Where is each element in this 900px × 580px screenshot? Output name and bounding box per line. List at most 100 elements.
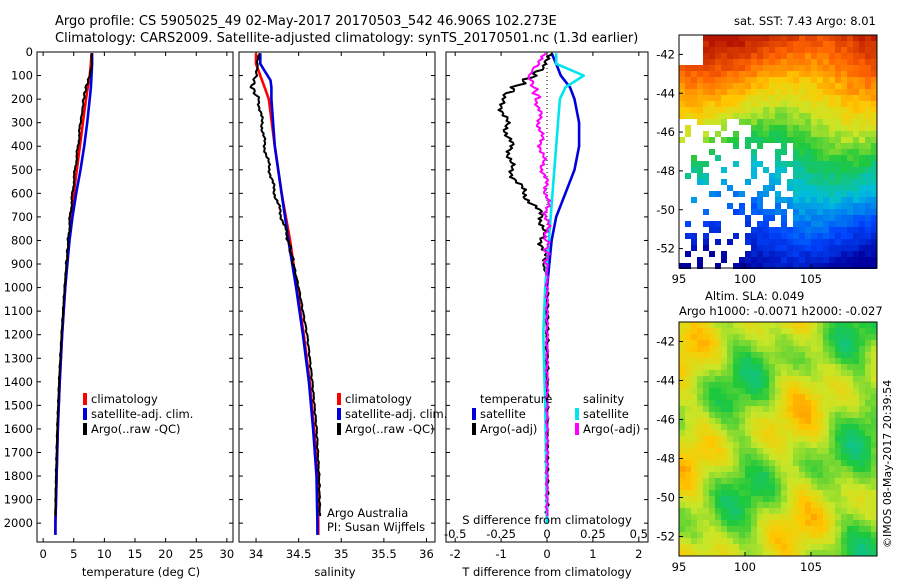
map-cell <box>745 466 751 472</box>
map-cell <box>781 358 787 364</box>
map-cell <box>715 370 721 376</box>
map-cell <box>847 520 853 526</box>
map-cell <box>727 466 733 472</box>
map-cell <box>853 227 859 233</box>
map-cell <box>799 508 805 514</box>
sst-map: 95 100 105-42-44-46-48-50-52 <box>656 34 878 286</box>
map-cell <box>817 334 823 340</box>
x-tick-label: 25 <box>189 547 204 561</box>
map-cell <box>751 340 757 346</box>
map-cell <box>775 137 781 143</box>
map-cell <box>685 233 691 239</box>
map-cell <box>805 89 811 95</box>
map-cell <box>691 418 697 424</box>
map-cell <box>817 245 823 251</box>
map-cell <box>871 209 877 215</box>
map-cell <box>679 364 685 370</box>
map-cell <box>865 107 871 113</box>
map-cell <box>793 215 799 221</box>
map-cell <box>775 496 781 502</box>
map-cell <box>721 508 727 514</box>
map-cell <box>793 239 799 245</box>
map-cell <box>871 532 877 538</box>
map-cell <box>829 538 835 544</box>
map-cell <box>751 149 757 155</box>
sst-map-title: sat. SST: 7.43 Argo: 8.01 <box>734 14 876 28</box>
map-cell <box>793 400 799 406</box>
map-cell <box>709 508 715 514</box>
map-cell <box>853 394 859 400</box>
map-cell <box>715 107 721 113</box>
map-cell <box>853 550 859 556</box>
map-cell <box>805 71 811 77</box>
map-cell <box>793 418 799 424</box>
y-tick-label: 1100 <box>4 304 33 318</box>
map-cell <box>703 41 709 47</box>
map-cell <box>727 550 733 556</box>
map-cell <box>715 388 721 394</box>
map-cell <box>793 358 799 364</box>
map-cell <box>679 382 685 388</box>
map-cell <box>757 508 763 514</box>
map-cell <box>691 155 697 161</box>
map-cell <box>721 526 727 532</box>
map-cell <box>811 251 817 257</box>
map-cell <box>757 526 763 532</box>
map-cell <box>691 496 697 502</box>
map-cell <box>757 532 763 538</box>
map-cell <box>823 466 829 472</box>
map-cell <box>841 352 847 358</box>
map-cell <box>829 203 835 209</box>
map-cell <box>859 454 865 460</box>
map-cell <box>775 490 781 496</box>
map-cell <box>835 400 841 406</box>
map-cell <box>721 466 727 472</box>
sst-cells <box>679 35 877 269</box>
map-cell <box>835 328 841 334</box>
map-cell <box>823 197 829 203</box>
map-cell <box>823 233 829 239</box>
map-cell <box>781 406 787 412</box>
map-cell <box>811 263 817 269</box>
map-cell <box>775 59 781 65</box>
map-cell <box>787 466 793 472</box>
map-cell <box>841 173 847 179</box>
map-cell <box>793 125 799 131</box>
map-cell <box>709 89 715 95</box>
map-cell <box>757 400 763 406</box>
map-cell <box>733 376 739 382</box>
map-cell <box>871 203 877 209</box>
map-cell <box>703 502 709 508</box>
map-cell <box>739 538 745 544</box>
map-cell <box>835 394 841 400</box>
map-cell <box>853 131 859 137</box>
map-cell <box>847 107 853 113</box>
map-cell <box>697 502 703 508</box>
map-cell <box>691 448 697 454</box>
map-cell <box>793 53 799 59</box>
map-cell <box>775 550 781 556</box>
map-cell <box>775 83 781 89</box>
map-cell <box>691 460 697 466</box>
map-cell <box>745 376 751 382</box>
map-cell <box>805 77 811 83</box>
map-cell <box>823 65 829 71</box>
map-cell <box>721 370 727 376</box>
map-cell <box>823 490 829 496</box>
map-cell <box>697 466 703 472</box>
map-cell <box>691 394 697 400</box>
map-cell <box>787 364 793 370</box>
map-cell <box>745 406 751 412</box>
temperature-xlabel: temperature (deg C) <box>82 565 200 579</box>
map-cell <box>769 526 775 532</box>
map-cell <box>793 370 799 376</box>
map-cell <box>871 167 877 173</box>
map-cell <box>679 83 685 89</box>
map-cell <box>697 394 703 400</box>
map-cell <box>811 424 817 430</box>
map-cell <box>733 358 739 364</box>
map-cell <box>739 65 745 71</box>
map-cell <box>775 173 781 179</box>
map-cell <box>853 173 859 179</box>
map-cell <box>685 418 691 424</box>
